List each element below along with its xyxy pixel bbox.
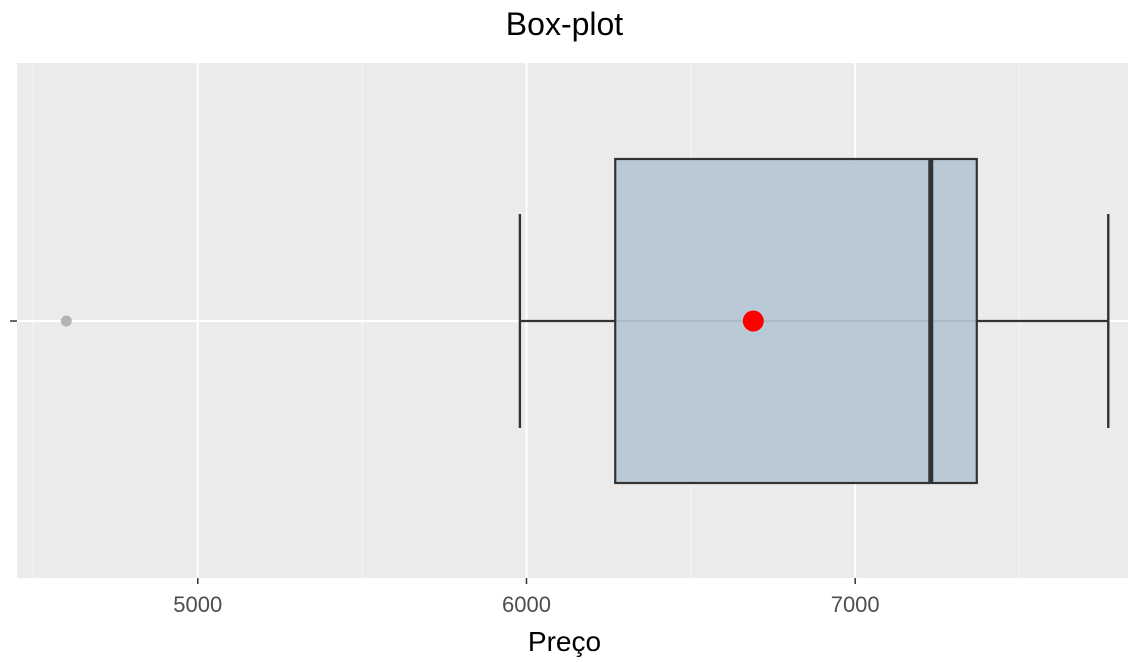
x-tick-label: 5000 [173,592,222,617]
boxplot-layer [60,157,1110,485]
axis-layer: 5000 6000 7000 [10,320,880,617]
mean-point [742,310,764,332]
chart-title: Box-plot [505,6,624,42]
x-tick-label: 7000 [831,592,880,617]
x-tick-label: 6000 [502,592,551,617]
outlier-point [60,315,72,327]
x-axis-label: Preço [527,626,602,657]
iqr-box [614,157,978,485]
